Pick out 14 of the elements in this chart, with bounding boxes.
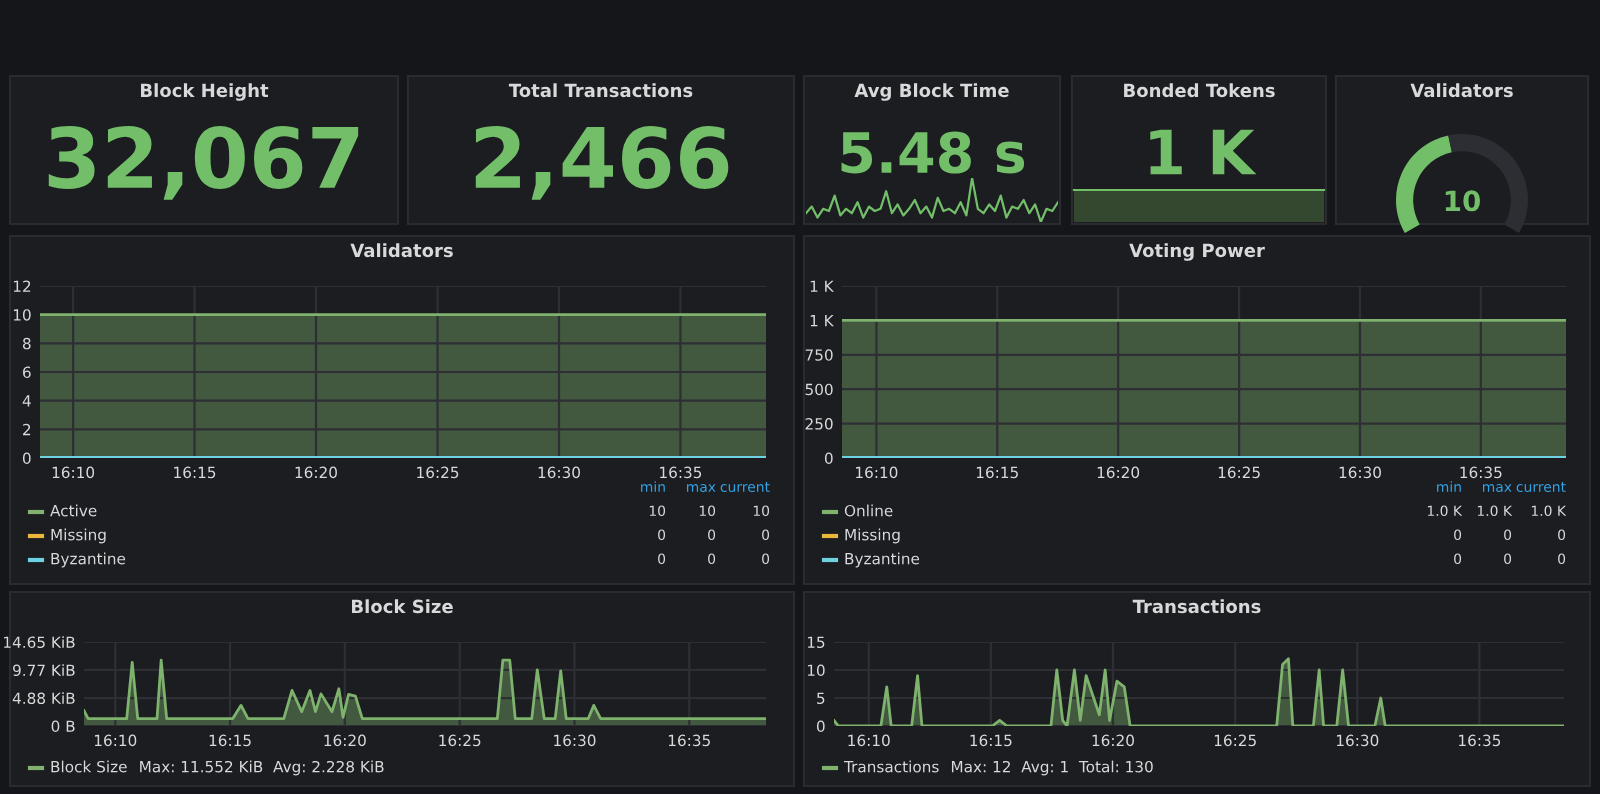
text: 2,466 xyxy=(475,125,729,200)
chart-title: Block Size xyxy=(352,599,453,614)
text: Block Height xyxy=(141,83,269,101)
text: 32,067 xyxy=(48,125,359,200)
chart-title: Transactions xyxy=(1132,599,1261,614)
chart-title: Validators xyxy=(350,243,453,258)
chart-title: Voting Power xyxy=(1129,243,1265,261)
text: Total Transactions xyxy=(508,83,693,98)
text: 1 K xyxy=(1150,129,1257,175)
text: 5.48 s xyxy=(841,131,1025,174)
chart-title: Avg Block Time xyxy=(854,83,1009,101)
text: Bonded Tokens xyxy=(1124,83,1275,98)
text: 10 xyxy=(1445,190,1480,212)
chart-title: Validators xyxy=(1410,83,1513,98)
